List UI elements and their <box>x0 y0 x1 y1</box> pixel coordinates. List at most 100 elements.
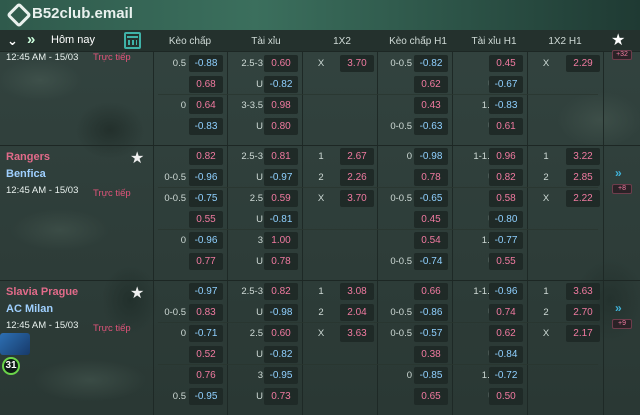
favorites-star-icon[interactable]: ★ <box>611 32 626 49</box>
odds-button[interactable]: 2.17 <box>566 325 600 342</box>
odds-button[interactable]: -0.96 <box>189 169 223 186</box>
more-markets-icon[interactable]: » <box>615 166 622 180</box>
odds-button[interactable]: 3.22 <box>566 148 600 165</box>
odds-button[interactable]: 2.04 <box>340 304 374 321</box>
odds-button[interactable]: 0.81 <box>264 148 298 165</box>
odds-button[interactable]: 3.63 <box>340 325 374 342</box>
odds-button[interactable]: -0.96 <box>189 232 223 249</box>
calendar-icon[interactable] <box>124 32 141 49</box>
odds-button[interactable]: -0.97 <box>264 169 298 186</box>
odds-button[interactable]: -0.80 <box>489 211 523 228</box>
home-team-name[interactable]: Rangers <box>6 151 51 163</box>
more-markets-count[interactable]: +8 <box>612 184 632 194</box>
odds-button[interactable]: 0.55 <box>189 211 223 228</box>
odds-button[interactable]: -0.67 <box>489 76 523 93</box>
odds-button[interactable]: 0.83 <box>189 304 223 321</box>
odds-button[interactable]: 0.78 <box>264 253 298 270</box>
odds-button[interactable]: 0.61 <box>489 118 523 135</box>
odds-button[interactable]: 0.38 <box>414 346 448 363</box>
odds-button[interactable]: 0.50 <box>489 388 523 405</box>
odds-button[interactable]: -0.81 <box>264 211 298 228</box>
odds-button[interactable]: 2.29 <box>566 55 600 72</box>
odds-button[interactable]: -0.65 <box>414 190 448 207</box>
chevron-down-icon[interactable]: ⌄ <box>7 33 18 48</box>
odds-button[interactable]: 3.70 <box>340 190 374 207</box>
odds-button[interactable]: 0.74 <box>489 304 523 321</box>
odds-button[interactable]: -0.98 <box>414 148 448 165</box>
odds-button[interactable]: 0.64 <box>189 97 223 114</box>
column-header-1x2-h1: 1X2 H1 <box>548 36 582 47</box>
odds-button[interactable]: 3.08 <box>340 283 374 300</box>
odds-button[interactable]: -0.72 <box>489 367 523 384</box>
home-team-name[interactable]: Slavia Prague <box>6 286 79 298</box>
odds-button[interactable]: -0.74 <box>414 253 448 270</box>
odds-button[interactable]: -0.82 <box>414 55 448 72</box>
odds-button[interactable]: 3.63 <box>566 283 600 300</box>
odds-button[interactable]: -0.57 <box>414 325 448 342</box>
odds-button[interactable]: 0.62 <box>414 76 448 93</box>
market-line-divider <box>158 322 598 323</box>
chevron-right-icon[interactable]: » <box>27 31 36 48</box>
odds-button[interactable]: 0.54 <box>414 232 448 249</box>
odds-button[interactable]: 0.60 <box>264 325 298 342</box>
odds-button[interactable]: -0.88 <box>189 55 223 72</box>
odds-button[interactable]: 0.65 <box>414 388 448 405</box>
odds-button[interactable]: 2.70 <box>566 304 600 321</box>
odds-button[interactable]: -0.98 <box>264 304 298 321</box>
odds-button[interactable]: 2.85 <box>566 169 600 186</box>
odds-button[interactable]: -0.83 <box>189 118 223 135</box>
odds-button[interactable]: -0.63 <box>414 118 448 135</box>
odds-button[interactable]: -0.96 <box>489 283 523 300</box>
brand[interactable]: B52club.email <box>8 4 133 22</box>
odds-button[interactable]: -0.82 <box>264 76 298 93</box>
line-label: 0-0.5 <box>390 307 412 318</box>
more-markets-count[interactable]: +32 <box>612 50 632 60</box>
odds-button[interactable]: 0.59 <box>264 190 298 207</box>
odds-button[interactable]: 0.55 <box>489 253 523 270</box>
odds-button[interactable]: 0.73 <box>264 388 298 405</box>
odds-button[interactable]: 0.82 <box>264 283 298 300</box>
odds-button[interactable]: 2.26 <box>340 169 374 186</box>
more-markets-count[interactable]: +9 <box>612 319 632 329</box>
odds-button[interactable]: 2.67 <box>340 148 374 165</box>
odds-button[interactable]: 0.96 <box>489 148 523 165</box>
odds-button[interactable]: -0.95 <box>264 367 298 384</box>
more-markets-icon[interactable]: » <box>615 301 622 315</box>
odds-button[interactable]: -0.97 <box>189 283 223 300</box>
favorite-star-icon[interactable]: ★ <box>130 150 145 167</box>
odds-button[interactable]: 1.00 <box>264 232 298 249</box>
odds-button[interactable]: 0.45 <box>489 55 523 72</box>
odds-button[interactable]: 0.45 <box>414 211 448 228</box>
odds-button[interactable]: 0.98 <box>264 97 298 114</box>
odds-button[interactable]: -0.86 <box>414 304 448 321</box>
odds-button[interactable]: -0.75 <box>189 190 223 207</box>
mini-game-widget[interactable]: 31 <box>0 333 34 377</box>
odds-button[interactable]: -0.71 <box>189 325 223 342</box>
odds-button[interactable]: 0.82 <box>189 148 223 165</box>
odds-button[interactable]: 0.66 <box>414 283 448 300</box>
odds-button[interactable]: -0.77 <box>489 232 523 249</box>
odds-button[interactable]: -0.84 <box>489 346 523 363</box>
odds-button[interactable]: 0.58 <box>489 190 523 207</box>
away-team-name[interactable]: AC Milan <box>6 303 54 315</box>
odds-button[interactable]: -0.85 <box>414 367 448 384</box>
odds-button[interactable]: 0.52 <box>189 346 223 363</box>
away-team-name[interactable]: Benfica <box>6 168 46 180</box>
odds-button[interactable]: 3.70 <box>340 55 374 72</box>
odds-button[interactable]: 0.78 <box>414 169 448 186</box>
odds-button[interactable]: -0.83 <box>489 97 523 114</box>
odds-button[interactable]: 0.80 <box>264 118 298 135</box>
odds-button[interactable]: 0.77 <box>189 253 223 270</box>
odds-button[interactable]: 0.82 <box>489 169 523 186</box>
odds-button[interactable]: -0.95 <box>189 388 223 405</box>
odds-button[interactable]: 0.68 <box>189 76 223 93</box>
odds-button[interactable]: 0.43 <box>414 97 448 114</box>
odds-button[interactable]: 0.76 <box>189 367 223 384</box>
odds-button[interactable]: 0.62 <box>489 325 523 342</box>
odds-button[interactable]: 2.22 <box>566 190 600 207</box>
column-divider <box>227 52 228 415</box>
date-filter-label[interactable]: Hôm nay <box>51 34 96 46</box>
odds-button[interactable]: 0.60 <box>264 55 298 72</box>
favorite-star-icon[interactable]: ★ <box>130 285 145 302</box>
odds-button[interactable]: -0.82 <box>264 346 298 363</box>
